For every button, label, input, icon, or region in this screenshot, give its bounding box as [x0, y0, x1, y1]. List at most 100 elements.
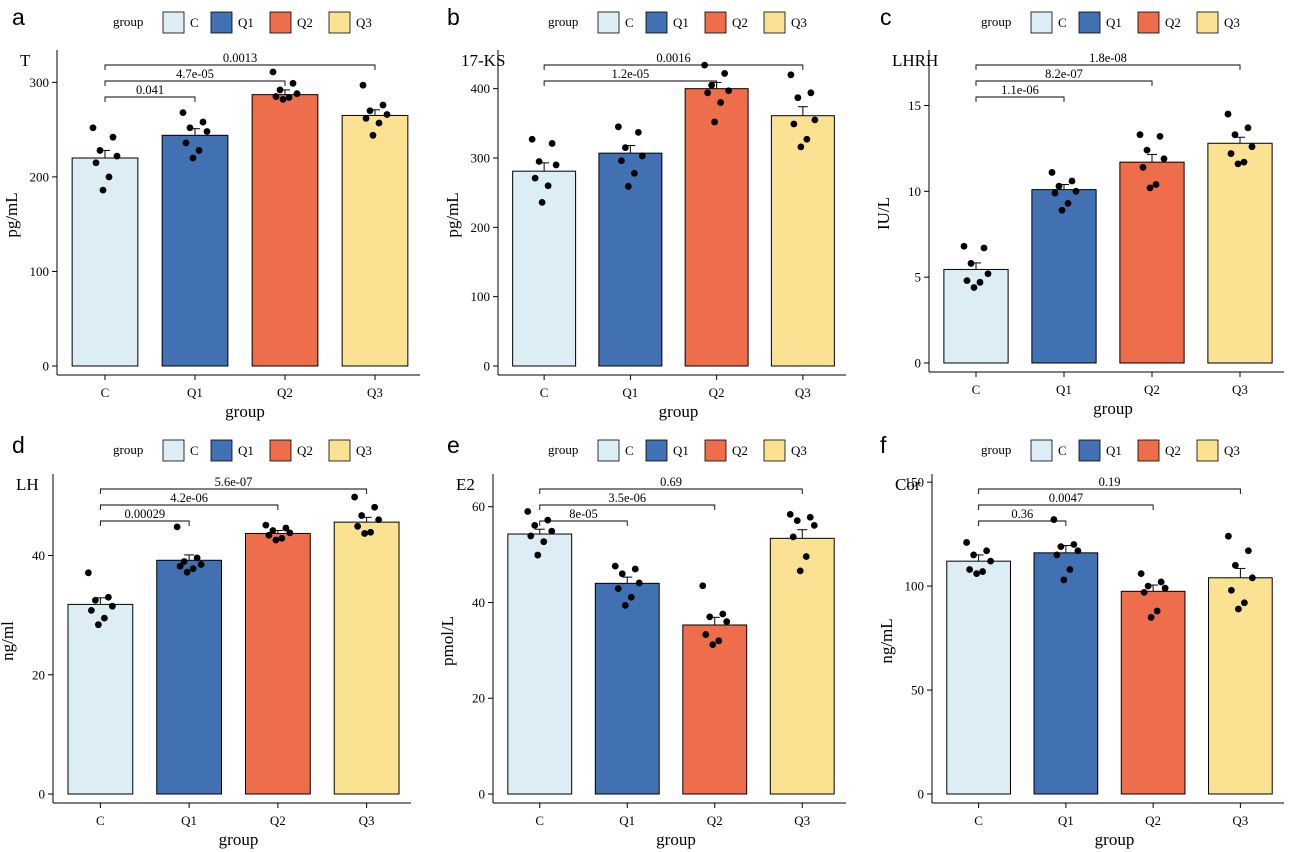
significance-bracket [539, 520, 628, 526]
data-point [548, 527, 556, 535]
data-point [1227, 586, 1235, 594]
legend-label-q1: Q1 [673, 443, 689, 458]
legend-key-c [597, 11, 620, 34]
data-point [1161, 584, 1169, 592]
data-point [617, 157, 625, 165]
data-point [375, 516, 383, 524]
panel-letter: a [12, 4, 25, 30]
legend-key-q2 [1137, 439, 1160, 462]
legend-key-q1 [645, 11, 668, 34]
data-point [1055, 182, 1063, 190]
data-point [1057, 543, 1065, 551]
legend-key-q2 [704, 11, 727, 34]
data-point [1224, 532, 1232, 540]
y-axis-title: pg/mL [443, 192, 462, 237]
legend-key-q1 [645, 439, 668, 462]
data-point [548, 140, 556, 147]
y-tick-label: 10 [908, 184, 921, 199]
data-point [173, 523, 181, 531]
panel-c: c group C Q1 Q2 Q3 LHRH 0 5 10 15 IU/L C Q1 Q2 Q3 group 1… [874, 4, 1284, 418]
data-point [278, 534, 286, 542]
data-point [371, 503, 379, 511]
data-point [351, 493, 359, 501]
data-point [199, 118, 207, 126]
data-point [84, 569, 92, 577]
data-point [634, 128, 642, 136]
data-point [717, 99, 725, 106]
significance-bracket [104, 96, 196, 102]
data-point [109, 133, 117, 141]
data-point [803, 135, 811, 143]
bar-q3 [1207, 142, 1273, 364]
data-point [359, 81, 367, 89]
data-point [627, 593, 635, 601]
data-point [1070, 541, 1078, 548]
data-point [1153, 607, 1161, 615]
data-point [361, 530, 369, 537]
data-point [1074, 547, 1082, 555]
data-point [369, 131, 377, 139]
data-point [794, 94, 802, 102]
data-point [379, 101, 387, 109]
data-point [182, 139, 190, 147]
bar-c [67, 603, 134, 795]
data-point [91, 596, 99, 604]
data-point [535, 158, 543, 165]
bar-q2 [684, 88, 749, 367]
legend-title: group [113, 14, 143, 29]
variable-title: LH [16, 475, 39, 494]
legend-key-c [162, 439, 185, 462]
data-point [183, 568, 191, 576]
significance-bracket [975, 80, 1153, 86]
data-point [806, 513, 814, 521]
x-tick-label: Q2 [270, 813, 286, 828]
legend: group C Q1 Q2 Q3 [981, 439, 1240, 462]
x-tick-label: Q3 [1232, 382, 1248, 397]
x-tick-label: C [535, 813, 544, 828]
x-tick-label: Q1 [187, 385, 203, 400]
data-point [709, 641, 717, 649]
data-point [524, 508, 532, 515]
significance-bracket [99, 520, 190, 526]
legend-label-c: C [1058, 15, 1067, 30]
data-point [787, 71, 795, 79]
y-tick-label: 0 [484, 359, 491, 374]
data-point [375, 119, 383, 127]
data-point [1227, 150, 1235, 157]
data-point [1248, 574, 1256, 582]
significance-bracket [978, 504, 1154, 510]
data-point [538, 198, 546, 206]
data-point [293, 90, 301, 98]
data-point [113, 152, 121, 160]
data-point [285, 94, 293, 101]
legend-title: group [548, 14, 578, 29]
legend-label-c: C [190, 15, 199, 30]
y-tick-label: 0 [915, 356, 922, 371]
data-point [1240, 158, 1248, 166]
data-point [197, 561, 205, 568]
data-point [1224, 110, 1232, 118]
bar-q1 [1033, 552, 1099, 795]
data-point [527, 532, 535, 540]
bar-c [946, 560, 1011, 795]
y-tick-label: 15 [908, 98, 921, 113]
x-tick-label: Q1 [622, 385, 638, 400]
p-value-label: 0.0047 [1049, 491, 1083, 505]
data-point [789, 533, 797, 541]
legend-key-q1 [210, 11, 233, 34]
legend-label-q1: Q1 [1106, 15, 1122, 30]
data-point [1244, 547, 1252, 555]
legend-label-q1: Q1 [1106, 443, 1122, 458]
data-point [970, 284, 978, 291]
legend-key-q3 [1196, 11, 1219, 34]
y-tick-label: 50 [911, 683, 924, 698]
p-value-label: 0.00029 [124, 507, 165, 521]
y-tick-label: 0 [479, 787, 486, 802]
data-point [1050, 516, 1058, 523]
data-point [797, 143, 805, 151]
significance-bracket [975, 64, 1241, 70]
data-point [1048, 169, 1056, 176]
y-tick-label: 40 [472, 595, 485, 610]
data-point [1068, 177, 1076, 185]
y-axis-title: ng/ml [0, 621, 17, 661]
